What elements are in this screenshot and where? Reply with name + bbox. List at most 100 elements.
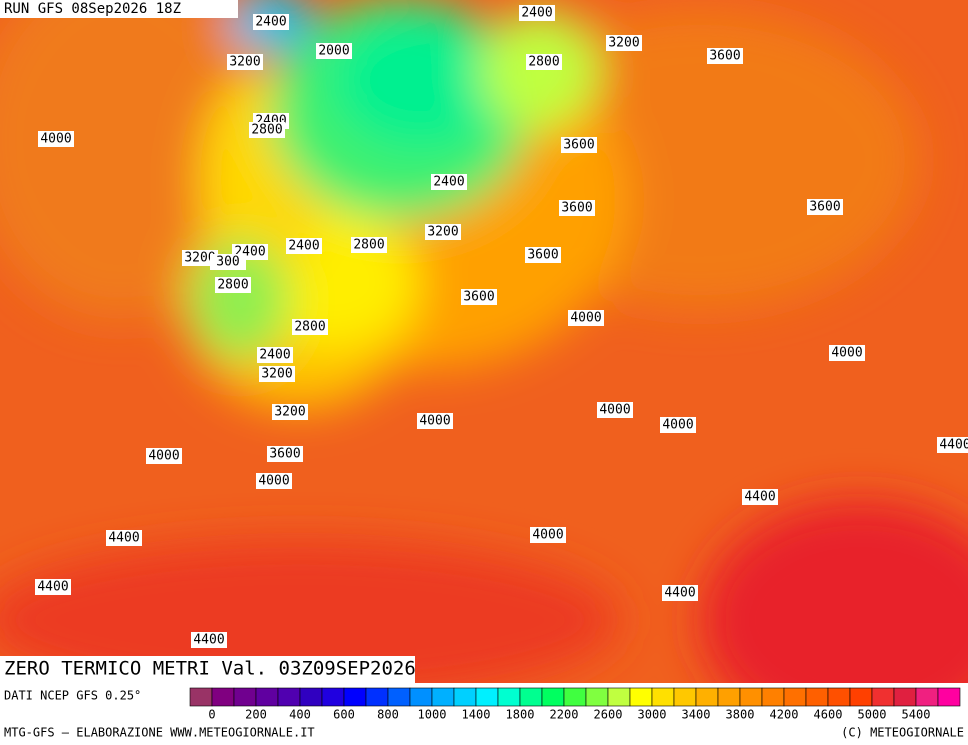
contour-label-group: 4000 xyxy=(829,345,865,361)
contour-label-box xyxy=(597,402,633,418)
contour-label-box xyxy=(425,224,461,240)
contour-label-box xyxy=(146,448,182,464)
contour-label-group: 2800 xyxy=(249,122,285,138)
color-swatch xyxy=(651,687,675,707)
contour-label-group: 2800 xyxy=(351,237,387,253)
contour-label: 4400 xyxy=(664,586,695,601)
color-swatch xyxy=(585,687,609,707)
contour-label: 2800 xyxy=(294,320,325,335)
color-swatch xyxy=(299,687,323,707)
contour-label-box xyxy=(417,413,453,429)
contour-label: 2800 xyxy=(528,55,559,70)
contour-label: 3600 xyxy=(809,200,840,215)
contour-label: 4400 xyxy=(108,531,139,546)
contour-label-box xyxy=(829,345,865,361)
color-swatch xyxy=(255,687,279,707)
contour-label-group: 4000 xyxy=(530,527,566,543)
legend-label: 1000 xyxy=(418,708,447,722)
contour-label-group: 4400 xyxy=(662,585,698,601)
contour-label-box xyxy=(526,54,562,70)
contour-label-box xyxy=(519,5,555,21)
contour-label: 2800 xyxy=(353,238,384,253)
contour-label: 2400 xyxy=(288,239,319,254)
contour-label-box xyxy=(525,247,561,263)
contour-label-group: 2400 xyxy=(431,174,467,190)
color-swatch xyxy=(871,687,895,707)
contour-label-box xyxy=(286,238,322,254)
contour-label: 2400 xyxy=(433,175,464,190)
contour-label-group: 3600 xyxy=(525,247,561,263)
contour-label-group: 2400 xyxy=(519,5,555,21)
contour-label-group: 3200 xyxy=(272,404,308,420)
color-swatch xyxy=(519,687,543,707)
contour-label-box xyxy=(253,14,289,30)
contour-label-group: 3600 xyxy=(561,137,597,153)
contour-label-group: 4400 xyxy=(106,530,142,546)
color-swatch xyxy=(431,687,455,707)
contour-label-box xyxy=(559,200,595,216)
contour-label-box xyxy=(227,54,263,70)
legend-label: 4200 xyxy=(770,708,799,722)
contour-label-group: 3200 xyxy=(227,54,263,70)
contour-label-group: 4400 xyxy=(35,579,71,595)
contour-label: 2800 xyxy=(251,123,282,138)
contour-label-box xyxy=(106,530,142,546)
color-swatch xyxy=(453,687,477,707)
color-swatch xyxy=(915,687,939,707)
contour-label: 3200 xyxy=(184,251,215,266)
credit-text: MTG-GFS – ELABORAZIONE WWW.METEOGIORNALE… xyxy=(4,726,315,740)
contour-label: 3600 xyxy=(563,138,594,153)
color-swatch xyxy=(607,687,631,707)
contour-label-group: 4000 xyxy=(146,448,182,464)
contour-label: 4000 xyxy=(419,414,450,429)
contour-label-box xyxy=(210,254,246,270)
contour-label-group: 4000 xyxy=(597,402,633,418)
color-swatch xyxy=(937,687,961,707)
contour-label-group: 4000 xyxy=(660,417,696,433)
contour-label-group: 4000 xyxy=(38,131,74,147)
contour-label-group: 2400 xyxy=(286,238,322,254)
color-swatch xyxy=(563,687,587,707)
color-swatch xyxy=(409,687,433,707)
contour-label: 3200 xyxy=(229,55,260,70)
contour-label: 4400 xyxy=(744,490,775,505)
contour-label: 3200 xyxy=(261,367,292,382)
legend-label: 3800 xyxy=(726,708,755,722)
contour-label-box xyxy=(182,250,218,266)
contour-label: 3600 xyxy=(269,447,300,462)
contour-label: 3600 xyxy=(527,248,558,263)
contour-label-box xyxy=(38,131,74,147)
contour-label: 2400 xyxy=(255,15,286,30)
contour-label: 3600 xyxy=(463,290,494,305)
color-swatch xyxy=(805,687,829,707)
contour-label-group: 3200 xyxy=(606,35,642,51)
color-swatch xyxy=(497,687,521,707)
contour-label-group: 300 xyxy=(210,254,246,270)
color-swatch xyxy=(893,687,917,707)
legend-label: 1400 xyxy=(462,708,491,722)
legend-label: 2600 xyxy=(594,708,623,722)
contour-label-group: 3600 xyxy=(559,200,595,216)
color-swatch xyxy=(695,687,719,707)
contour-label-group: 3200 xyxy=(182,250,218,266)
contour-label-group: 3200 xyxy=(425,224,461,240)
contour-label-box xyxy=(660,417,696,433)
contour-label-box xyxy=(259,366,295,382)
contour-label-box xyxy=(292,319,328,335)
contour-label-group: 4400 xyxy=(937,437,968,453)
run-label: RUN GFS 08Sep2026 18Z xyxy=(4,1,181,17)
legend-label: 5000 xyxy=(858,708,887,722)
color-swatch xyxy=(277,687,301,707)
color-swatch xyxy=(717,687,741,707)
contour-label-box xyxy=(707,48,743,64)
color-swatch xyxy=(849,687,873,707)
contour-label-group: 4000 xyxy=(256,473,292,489)
contour-label-box xyxy=(249,122,285,138)
contour-label-group: 3600 xyxy=(807,199,843,215)
contour-label: 2000 xyxy=(318,44,349,59)
legend-label: 600 xyxy=(333,708,355,722)
color-swatch xyxy=(387,687,411,707)
contour-label-box xyxy=(267,446,303,462)
contour-label-box xyxy=(431,174,467,190)
